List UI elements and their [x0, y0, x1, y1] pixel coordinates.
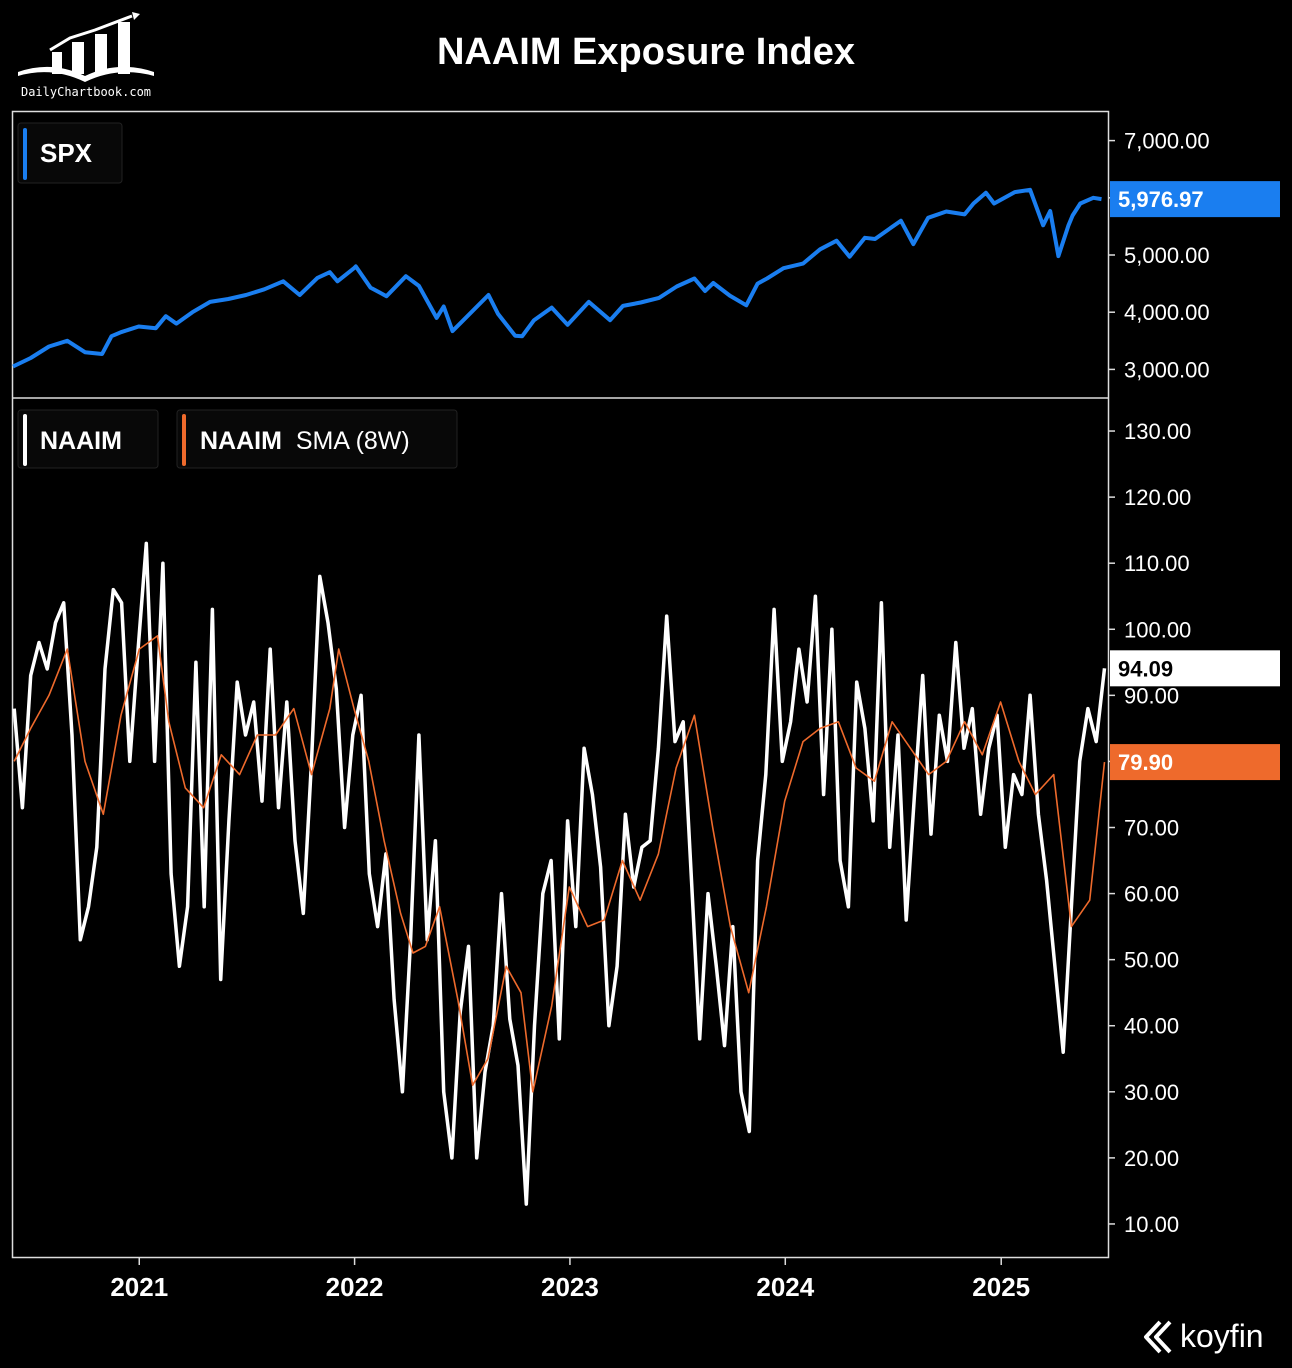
naaim-y-tick-label: 90.00	[1124, 683, 1179, 708]
koyfin-chevron-icon	[1144, 1320, 1172, 1354]
naaim-y-axis: 10.00 20.00 30.00 40.00 50.00 60.00 70.00 90.00…	[1109, 419, 1191, 1237]
naaim-y-tick-label: 120.00	[1124, 485, 1191, 510]
x-tick-label: 2024	[756, 1272, 814, 1302]
naaim-y-tick-label: 70.00	[1124, 816, 1179, 841]
spx-y-tick-label: 5,000.00	[1124, 243, 1210, 268]
x-tick-label: 2023	[541, 1272, 599, 1302]
naaim-y-tick-label: 130.00	[1124, 419, 1191, 444]
chart-title: NAAIM Exposure Index	[437, 31, 855, 73]
sma-last-value-bg	[1110, 744, 1280, 781]
spx-legend: SPX	[17, 122, 123, 184]
naaim-y-tick-label: 20.00	[1124, 1146, 1179, 1171]
x-tick-label: 2025	[972, 1272, 1030, 1302]
naaim-y-tick-label: 40.00	[1124, 1014, 1179, 1039]
legend-swatch-spx	[23, 128, 27, 180]
naaim-y-tick-label: 100.00	[1124, 617, 1191, 642]
legend-box	[17, 409, 159, 469]
naaim-last-value-bg	[1110, 650, 1280, 687]
naaim-y-tick-label: 60.00	[1124, 882, 1179, 907]
spx-last-value: 5,976.97	[1118, 187, 1204, 212]
naaim-y-tick-label: 30.00	[1124, 1080, 1179, 1105]
brand-text: DailyChartbook.com	[21, 85, 151, 99]
koyfin-logo: koyfin	[1144, 1318, 1264, 1354]
footer-brand: koyfin	[1180, 1318, 1264, 1354]
spx-y-tick-label: 3,000.00	[1124, 357, 1210, 382]
x-axis: 2021 2022 2023 2024 2025	[110, 1257, 1030, 1302]
series-line-naaim	[12, 541, 1107, 1206]
legend-label-sma: NAAIM SMA (8W)	[200, 427, 410, 455]
legend-swatch-sma	[182, 414, 186, 466]
plot-frame	[11, 110, 1110, 1259]
spx-plot	[12, 187, 1102, 369]
spx-last-value-bg	[1110, 181, 1280, 218]
naaim-y-tick-label: 50.00	[1124, 948, 1179, 973]
legend-box	[176, 409, 458, 469]
spx-y-tick-label: 7,000.00	[1124, 129, 1210, 154]
naaim-plot	[12, 541, 1107, 1206]
naaim-last-value: 94.09	[1118, 656, 1173, 681]
naaim-y-tick-label: 110.00	[1124, 551, 1190, 576]
legend-box	[17, 122, 123, 184]
spx-y-tick-label: 4,000.00	[1124, 300, 1210, 325]
naaim-y-tick-label: 10.00	[1124, 1212, 1179, 1237]
legend-label-naaim: NAAIM	[40, 427, 122, 455]
spx-y-axis: 3,000.00 4,000.00 5,000.00 7,000.00	[1109, 129, 1210, 382]
x-tick-label: 2022	[326, 1272, 384, 1302]
naaim-legend: NAAIM	[17, 409, 159, 469]
legend-swatch-naaim	[23, 414, 27, 466]
x-tick-label: 2021	[110, 1272, 168, 1302]
legend-label-spx: SPX	[40, 138, 93, 168]
sma-legend: NAAIM SMA (8W)	[176, 409, 458, 469]
sma-last-value: 79.90	[1118, 750, 1173, 775]
dailychartbook-logo: DailyChartbook.com	[18, 12, 154, 99]
last-value-tags: 5,976.97 94.09 79.90	[1110, 181, 1280, 781]
series-line-spx	[12, 187, 1102, 369]
book-chart-icon	[18, 12, 154, 82]
series-line-naaim-sma	[13, 635, 1106, 1093]
